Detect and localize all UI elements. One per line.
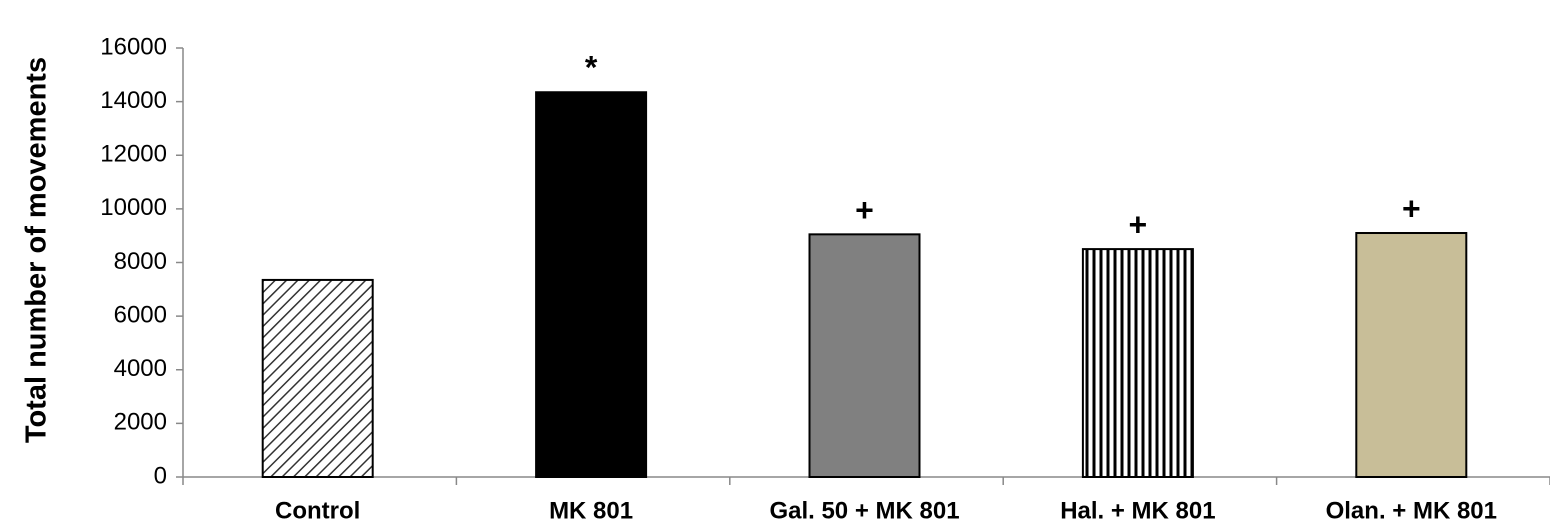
y-tick-label: 6000 xyxy=(114,301,167,328)
bar xyxy=(535,91,648,478)
y-tick-label: 8000 xyxy=(114,248,167,275)
y-tick-label: 0 xyxy=(154,462,167,489)
bar xyxy=(808,233,921,478)
x-tick-label: Control xyxy=(275,497,360,524)
bar xyxy=(1081,248,1194,478)
annotation: + xyxy=(1129,207,1148,243)
bar xyxy=(1355,232,1468,478)
y-tick-label: 12000 xyxy=(100,141,167,168)
y-tick-label: 2000 xyxy=(114,409,167,436)
y-tick-label: 16000 xyxy=(100,33,167,60)
bar xyxy=(261,278,374,478)
x-tick-label: Olan. + MK 801 xyxy=(1326,497,1497,524)
y-tick-label: 10000 xyxy=(100,194,167,221)
y-axis-label: Total number of movements xyxy=(21,57,53,443)
y-tick-label: 14000 xyxy=(100,87,167,114)
annotation: + xyxy=(1402,190,1421,226)
x-tick-label: Hal. + MK 801 xyxy=(1060,497,1215,524)
y-tick-label: 4000 xyxy=(114,355,167,382)
annotation: * xyxy=(585,50,598,86)
x-tick-label: Gal. 50 + MK 801 xyxy=(769,497,959,524)
x-tick-label: MK 801 xyxy=(549,497,633,524)
annotation: + xyxy=(855,192,874,228)
